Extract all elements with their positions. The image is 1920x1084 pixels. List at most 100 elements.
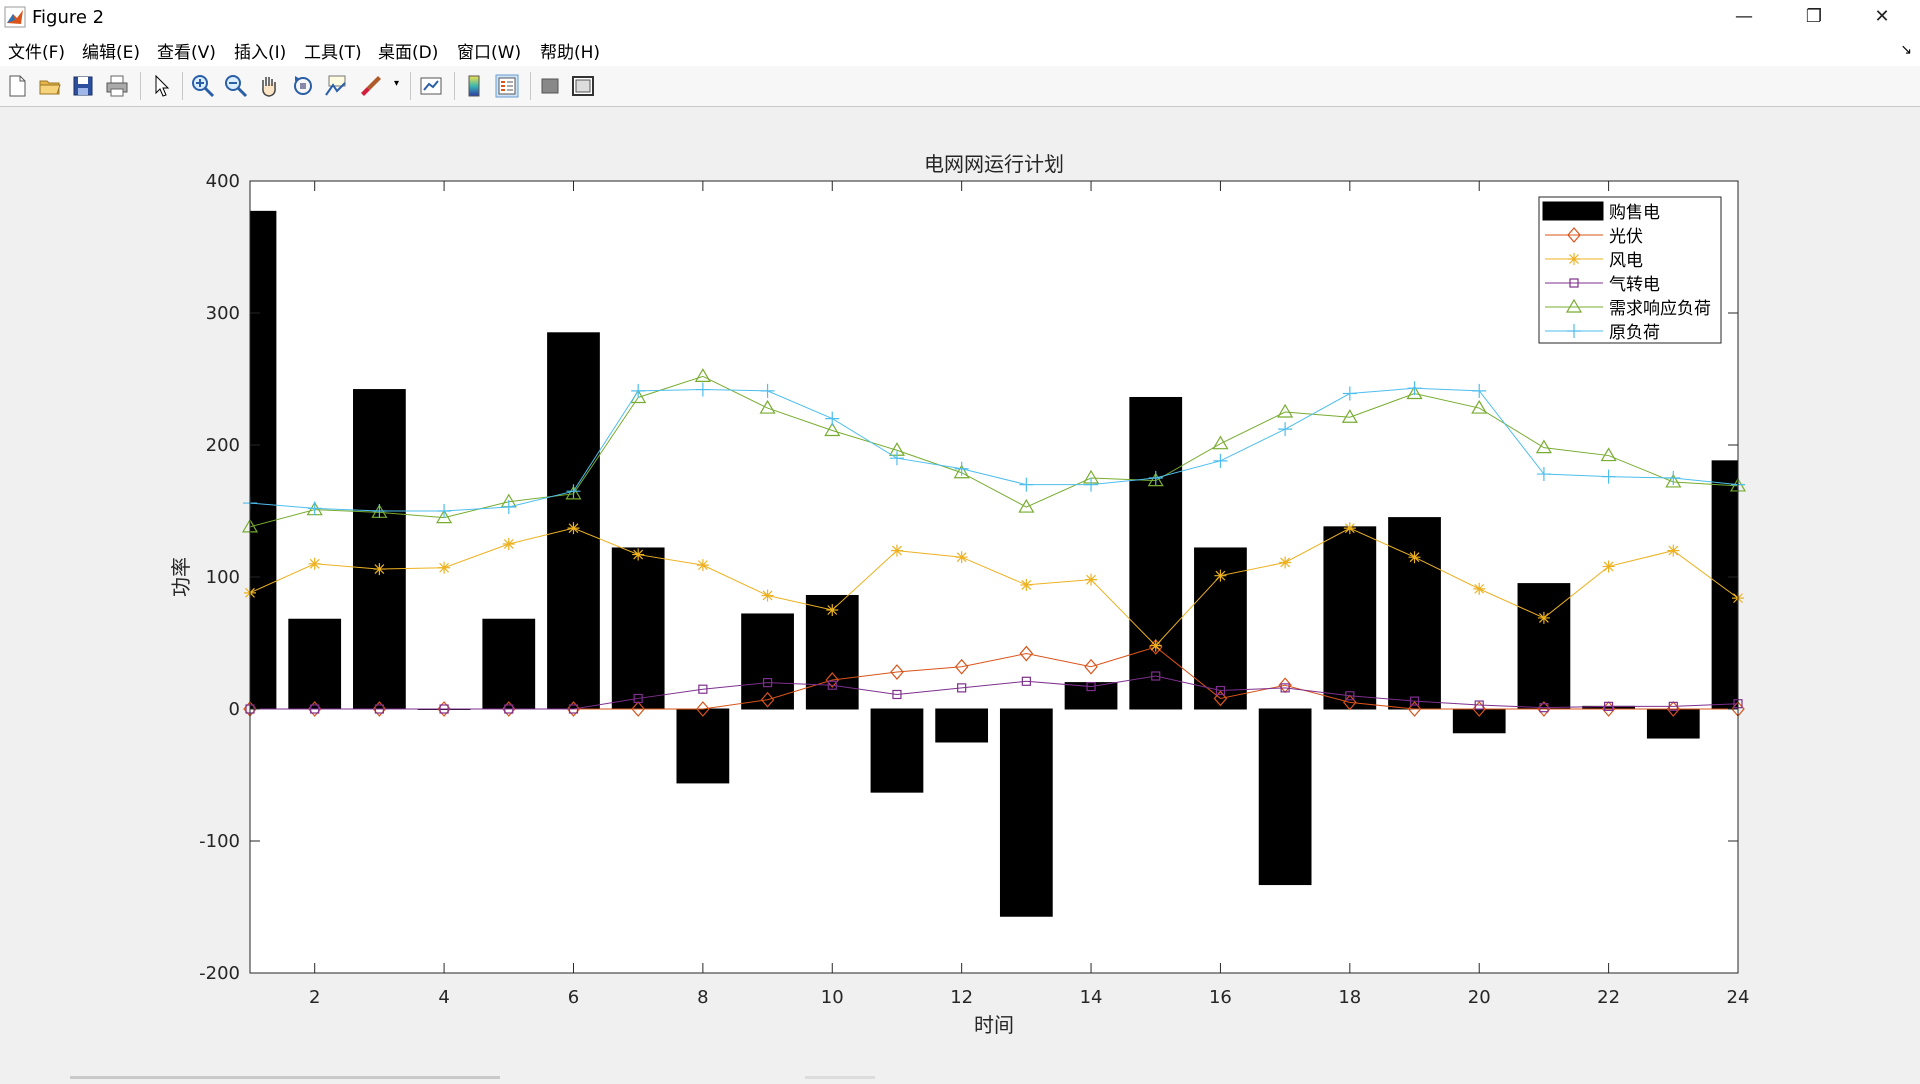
hide-plot-tools-icon[interactable] (537, 73, 563, 99)
series-4-point-20 (1471, 399, 1488, 414)
x-tick-label: 18 (1338, 987, 1361, 1008)
series-3-point-2 (310, 704, 320, 714)
series-1-point-14 (1084, 658, 1098, 675)
series-2-point-21 (1537, 611, 1550, 624)
series-4-point-8 (694, 368, 711, 382)
data-cursor-icon[interactable] (323, 73, 349, 99)
bars-layer (249, 210, 1739, 917)
legend-label: 原负荷 (1609, 323, 1660, 343)
series-1-point-13 (1019, 645, 1034, 662)
series-5-point-4 (437, 504, 452, 518)
menu-file[interactable]: 文件(F) (8, 43, 66, 63)
series-5-point-3 (372, 504, 387, 518)
bar-6 (547, 332, 600, 710)
series-5-point-20 (1472, 383, 1487, 398)
series-5-point-10 (825, 411, 840, 426)
x-tick-label: 14 (1080, 987, 1103, 1008)
bar-5 (482, 618, 536, 710)
menu-edit[interactable]: 编辑(E) (82, 43, 141, 63)
series-3-point-17 (1280, 683, 1290, 693)
toolbar: ▾ (0, 66, 1920, 107)
series-3-point-10 (827, 680, 837, 690)
toolbar-separator (140, 72, 141, 100)
menu-desktop[interactable]: 桌面(D) (378, 43, 439, 63)
bar-12 (935, 708, 989, 743)
legend-label: 风电 (1609, 251, 1643, 271)
dock-icon[interactable]: ↘ (1900, 42, 1912, 58)
series-2-point-23 (1667, 544, 1680, 557)
new-figure-icon[interactable] (4, 73, 30, 99)
series-3-point-12 (957, 683, 967, 693)
series-4-point-16 (1212, 435, 1229, 450)
series-line-4 (249, 375, 1739, 528)
menu-help[interactable]: 帮助(H) (540, 43, 601, 63)
minimize-button[interactable]: — (1735, 6, 1753, 27)
pan-icon[interactable] (256, 73, 282, 99)
figure-canvas: 2 4 6 8 10 12 14 16 18 20 22 24 -200 -100 0 100 200 300 40… (0, 107, 1920, 1080)
x-axis-label: 时间 (974, 1013, 1014, 1037)
zoom-out-icon[interactable] (223, 73, 249, 99)
brush-icon[interactable] (358, 73, 384, 99)
series-2-point-19 (1408, 551, 1421, 564)
series-4-point-6 (565, 485, 582, 500)
series-4-point-4 (436, 509, 453, 524)
series-5-point-13 (1019, 477, 1034, 492)
menu-view[interactable]: 查看(V) (157, 43, 216, 63)
x-tick-label: 10 (821, 987, 844, 1008)
save-icon[interactable] (70, 73, 96, 99)
horizontal-scrollbar[interactable] (70, 1076, 500, 1079)
menu-tools[interactable]: 工具(T) (304, 43, 362, 63)
pointer-icon[interactable] (148, 73, 174, 99)
series-1-point-11 (890, 664, 904, 680)
bar-13 (999, 708, 1053, 917)
colorbar-icon[interactable] (461, 73, 487, 99)
series-2-point-15 (1149, 639, 1162, 652)
open-file-icon[interactable] (37, 73, 63, 99)
series-5-point-18 (1342, 386, 1357, 401)
series-5-point-15 (1148, 471, 1163, 485)
series-2-point-17 (1279, 556, 1292, 569)
print-icon[interactable] (104, 73, 130, 99)
series-4-point-9 (759, 399, 776, 414)
scrollbar-thumb[interactable] (805, 1076, 875, 1079)
series-3-point-4 (439, 704, 449, 714)
series-1-point-16 (1213, 690, 1228, 707)
matlab-icon (4, 6, 26, 28)
zoom-in-icon[interactable] (190, 73, 216, 99)
series-2-point-11 (890, 544, 903, 557)
brush-dropdown-icon[interactable]: ▾ (394, 78, 400, 89)
series-5-point-11 (889, 451, 904, 466)
series-2-point-22 (1602, 560, 1615, 573)
rotate-3d-icon[interactable] (290, 73, 316, 99)
series-5-point-17 (1278, 422, 1293, 437)
series-4-point-19 (1406, 385, 1423, 400)
series-3-point-22 (1604, 701, 1614, 711)
legend-swatch-bar (1542, 201, 1604, 221)
x-tick-label: 16 (1209, 987, 1232, 1008)
chart-svg[interactable]: 2 4 6 8 10 12 14 16 18 20 22 24-200-100010020030040… (0, 107, 1920, 1080)
legend-label: 气转电 (1609, 275, 1660, 295)
series-1-point-12 (954, 658, 969, 675)
close-button[interactable]: ✕ (1874, 6, 1890, 27)
show-plot-tools-icon[interactable] (570, 73, 596, 99)
plot-background (250, 181, 1738, 973)
series-line-5 (249, 387, 1739, 512)
series-3-point-18 (1345, 691, 1355, 701)
menu-insert[interactable]: 插入(I) (234, 43, 287, 63)
legend-marker (1569, 278, 1579, 288)
bar-24 (1711, 460, 1739, 710)
series-5-point-9 (760, 383, 775, 398)
y-tick-label: -200 (199, 963, 240, 984)
restore-button[interactable]: ❐ (1805, 6, 1823, 27)
toolbar-separator (182, 72, 183, 100)
series-2-point-2 (308, 557, 321, 570)
bar-11 (870, 708, 924, 793)
menu-window[interactable]: 窗口(W) (457, 43, 522, 63)
series-2-point-7 (632, 548, 645, 561)
series-5-point-23 (1666, 471, 1681, 485)
legend-icon[interactable] (494, 73, 520, 99)
y-tick-label: 400 (206, 171, 240, 192)
link-plot-icon[interactable] (418, 73, 444, 99)
